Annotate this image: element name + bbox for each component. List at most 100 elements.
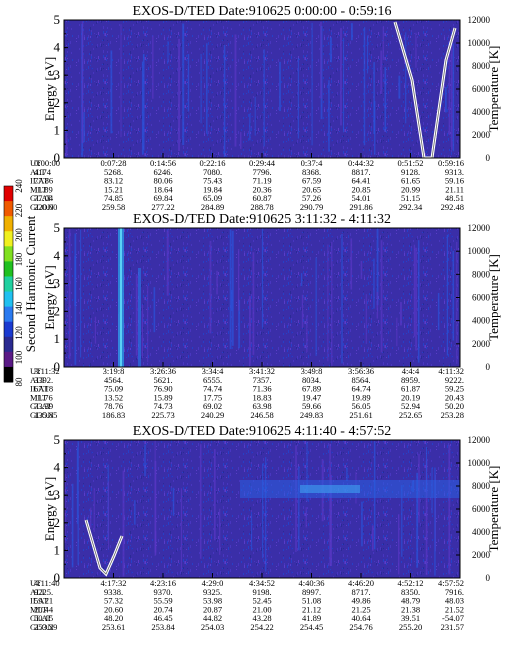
y-tick-label: 1	[54, 122, 61, 137]
intensity-streak	[81, 21, 84, 144]
orbit-row-value: 52.94	[401, 401, 421, 411]
intensity-streak	[154, 440, 156, 557]
orbit-row-label: GLAT	[30, 613, 53, 623]
orbit-row-value: 19.89	[351, 392, 370, 402]
orbit-row-value: 61.87	[401, 384, 420, 394]
intensity-streak	[237, 249, 240, 311]
orbit-row-value: 225.73	[151, 410, 174, 420]
orbit-row-value: 0:22:16	[200, 158, 226, 168]
intensity-streak	[262, 463, 264, 559]
orbit-row-value: 20.43	[445, 392, 464, 402]
intensity-streak	[426, 446, 428, 491]
colorbar-segment	[4, 336, 13, 353]
colorbar-segment	[4, 246, 13, 262]
orbit-row-value: 9325.	[203, 587, 222, 597]
orbit-row-value: 0:07:28	[101, 158, 127, 168]
orbit-row-value: 255.20	[399, 622, 422, 632]
orbit-row-value: 0:59:16	[438, 158, 464, 168]
orbit-row-value: 59.21	[34, 596, 53, 606]
orbit-row-value: 4:34:52	[249, 578, 275, 588]
orbit-row-value: 0:37:4	[301, 158, 323, 168]
orbit-row-value: 253.28	[441, 410, 464, 420]
intensity-streak	[398, 75, 401, 99]
orbit-row-value: 8997.	[302, 587, 321, 597]
orbit-row-value: 0:51:52	[398, 158, 424, 168]
orbit-row-value: 76.90	[153, 384, 172, 394]
intensity-streak	[373, 62, 375, 134]
colorbar-segment	[4, 366, 13, 383]
colorbar-segment	[4, 261, 13, 277]
orbit-row-value: 21.12	[302, 604, 321, 614]
y-right-tick-label: 0	[486, 153, 491, 163]
orbit-row-value: 20.65	[302, 184, 321, 194]
plot-area	[64, 440, 460, 578]
intensity-streak	[417, 240, 420, 363]
orbit-row-value: 21.38	[401, 604, 420, 614]
colorbar-tick-label: 180	[14, 252, 24, 266]
intensity-streak	[366, 35, 369, 74]
intensity-streak	[251, 514, 253, 551]
y-tick-label: 0	[54, 150, 61, 165]
intensity-streak	[346, 467, 348, 482]
y-right-tick-label: 10000	[468, 458, 491, 468]
orbit-row-value: 292.34	[399, 202, 423, 212]
y-right-tick-label: 12000	[468, 15, 491, 25]
orbit-row-value: 21.11	[445, 184, 464, 194]
intensity-streak	[297, 57, 299, 139]
orbit-row-value: 6246.	[153, 167, 172, 177]
orbit-row-value: 3:49:8	[301, 366, 323, 376]
y-tick-label: 2	[54, 303, 61, 318]
colorbar-tick-label: 120	[14, 326, 24, 340]
orbit-row-value: 3392.	[34, 375, 53, 385]
y-tick-label: 5	[54, 12, 61, 27]
orbit-row-value: 9338.	[104, 587, 123, 597]
orbit-row-value: 9313.	[445, 167, 464, 177]
orbit-row-label: ALT	[30, 587, 47, 597]
intensity-streak	[77, 441, 79, 565]
y-right-axis-label: Temperature [K]	[486, 254, 501, 341]
y-tick-label: 1	[54, 331, 61, 346]
intensity-streak	[340, 28, 342, 126]
intensity-streak	[298, 466, 300, 551]
orbit-row-value: 291.86	[349, 202, 372, 212]
intensity-streak	[415, 32, 417, 68]
orbit-row-value: 9128.	[401, 167, 420, 177]
orbit-row-value: 74.85	[104, 193, 123, 203]
intensity-streak	[450, 41, 453, 150]
intensity-streak	[89, 507, 92, 528]
intensity-streak	[376, 228, 379, 306]
intensity-streak	[200, 53, 202, 124]
intensity-streak	[64, 474, 66, 543]
y-right-tick-label: 8000	[472, 61, 491, 71]
orbit-row-value: 61.65	[401, 176, 420, 186]
orbit-row-value: 71.19	[252, 176, 271, 186]
intensity-streak	[380, 50, 383, 95]
orbit-row-label: MLT	[30, 392, 48, 402]
intensity-streak	[261, 228, 264, 328]
intensity-streak	[350, 238, 353, 290]
orbit-row-value: 3:34:4	[202, 366, 224, 376]
colorbar-segment	[4, 186, 13, 202]
orbit-row-value: 246.58	[250, 410, 273, 420]
orbit-row-value: 4:11:32	[438, 366, 464, 376]
y-tick-label: 0	[54, 359, 61, 374]
y-tick-label: 4	[54, 40, 61, 55]
orbit-row-value: 13.52	[104, 392, 123, 402]
colorbar-segment	[4, 276, 13, 293]
orbit-row-value: 8368.	[302, 167, 321, 177]
orbit-row-value: 46.45	[153, 613, 172, 623]
y-right-tick-label: 12000	[468, 435, 491, 445]
intensity-streak	[68, 229, 71, 360]
intensity-streak	[331, 241, 333, 366]
orbit-row-value: 57.26	[302, 193, 321, 203]
intensity-streak	[229, 229, 232, 350]
orbit-row-value: 69.84	[153, 193, 173, 203]
orbit-row-value: 259.58	[102, 202, 125, 212]
orbit-row-value: 20.19	[401, 392, 420, 402]
intensity-streak	[141, 61, 144, 155]
orbit-row-label: ILAT	[30, 176, 49, 186]
intensity-streak	[80, 229, 82, 358]
chart-title: EXOS-D/TED Date:910625 4:11:40 - 4:57:52	[133, 424, 391, 439]
orbit-row-value: 4:23:16	[150, 578, 176, 588]
